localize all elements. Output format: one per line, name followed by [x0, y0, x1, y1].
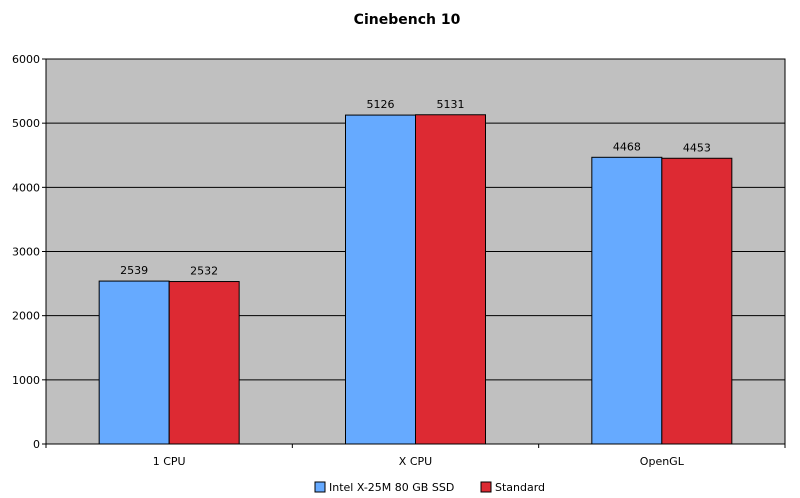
chart-title: Cinebench 10	[354, 12, 461, 28]
y-tick-label: 3000	[12, 246, 40, 259]
x-tick-label: 1 CPU	[153, 455, 186, 468]
y-tick-label: 6000	[12, 53, 40, 66]
plot-border	[45, 58, 786, 445]
data-label: 2532	[190, 265, 218, 278]
y-tick-label: 5000	[12, 117, 40, 130]
x-tick-label: OpenGL	[640, 455, 685, 468]
bar-standard-2	[661, 157, 733, 445]
data-label: 2539	[120, 264, 148, 277]
data-label: 5126	[367, 98, 395, 111]
y-tick-label: 4000	[12, 181, 40, 194]
bar-standard-1	[415, 114, 486, 445]
data-label: 4468	[613, 140, 641, 153]
bar-intel-2	[591, 156, 663, 445]
data-label: 5131	[437, 98, 465, 111]
legend-swatch-1	[480, 481, 492, 493]
bar-intel-1	[345, 114, 416, 445]
plot-area: 0 1000 2000 3000 4000 5000 6000 2539 2532 1 CPU 51…	[12, 53, 786, 468]
bar-intel-0	[98, 280, 170, 445]
legend-label-1: Standard	[495, 481, 545, 494]
x-tick-label: X CPU	[399, 455, 432, 468]
y-tick-label: 1000	[12, 374, 40, 387]
legend: Intel X-25M 80 GB SSD Standard	[314, 481, 545, 494]
y-tick-label: 2000	[12, 310, 40, 323]
legend-swatch-0	[314, 481, 326, 493]
data-label: 4453	[683, 141, 711, 154]
y-tick-label: 0	[33, 438, 40, 451]
legend-label-0: Intel X-25M 80 GB SSD	[329, 481, 454, 494]
bar-standard-0	[168, 281, 240, 445]
